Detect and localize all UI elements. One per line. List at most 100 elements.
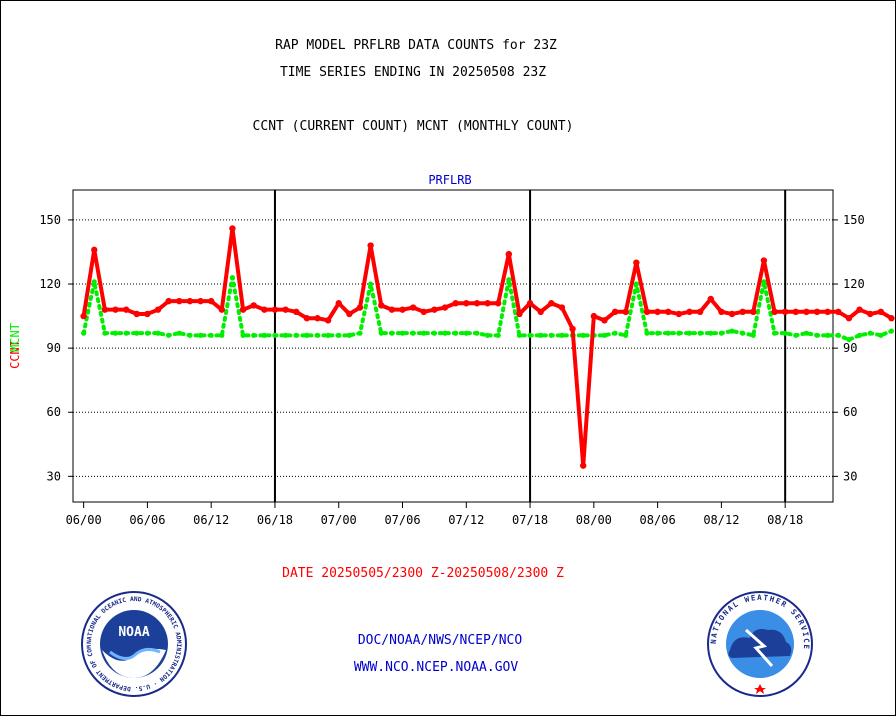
data-point-ccnt xyxy=(101,306,109,313)
data-point-ccnt xyxy=(750,308,757,316)
data-point-ccnt xyxy=(537,308,544,316)
data-point-mcnt xyxy=(516,332,523,338)
y-tick-label-right: 90 xyxy=(843,341,857,355)
data-point-mcnt xyxy=(304,332,310,338)
data-point-ccnt xyxy=(346,310,353,318)
noaa-logo-text: NOAA xyxy=(118,625,149,640)
website-link[interactable]: WWW.NCO.NCEP.NOAA.GOV xyxy=(353,660,519,675)
data-point-ccnt xyxy=(80,312,87,320)
data-point-ccnt xyxy=(643,308,651,316)
x-tick-label: 06/18 xyxy=(257,513,293,527)
data-point-mcnt xyxy=(314,332,321,338)
data-point-mcnt xyxy=(219,332,225,338)
data-point-ccnt xyxy=(303,315,311,322)
data-point-mcnt xyxy=(538,332,544,338)
data-point-mcnt xyxy=(867,330,873,336)
data-point-mcnt xyxy=(357,330,363,336)
data-point-mcnt xyxy=(421,330,427,336)
data-point-ccnt xyxy=(250,302,257,309)
data-point-ccnt xyxy=(718,308,725,316)
data-point-mcnt xyxy=(740,330,746,336)
data-point-mcnt xyxy=(825,332,831,338)
y-axis-label-ccnt: CCNT xyxy=(8,340,22,369)
data-point-ccnt xyxy=(665,308,672,316)
data-point-mcnt xyxy=(846,336,852,343)
data-point-ccnt xyxy=(633,259,640,266)
data-point-ccnt xyxy=(420,308,427,316)
data-point-mcnt xyxy=(442,330,448,336)
x-tick-label: 07/18 xyxy=(512,513,548,527)
data-point-mcnt xyxy=(144,330,151,336)
data-point-mcnt xyxy=(102,330,108,336)
x-tick-label: 08/12 xyxy=(703,513,739,527)
data-point-ccnt xyxy=(569,325,576,333)
x-tick-label: 07/06 xyxy=(384,513,420,527)
data-point-ccnt xyxy=(835,308,842,316)
y-tick-label-left: 150 xyxy=(39,213,61,227)
data-point-mcnt xyxy=(527,332,533,338)
data-point-ccnt xyxy=(378,302,385,309)
y-axis-label-mcnt: MCNT xyxy=(8,323,22,352)
data-point-mcnt xyxy=(708,330,714,336)
data-point-ccnt xyxy=(845,315,853,322)
data-point-mcnt xyxy=(835,332,841,338)
x-tick-label: 08/00 xyxy=(576,513,612,527)
data-point-ccnt xyxy=(144,310,151,318)
data-point-ccnt xyxy=(441,304,449,311)
data-point-mcnt xyxy=(782,330,788,336)
x-tick-label: 07/12 xyxy=(448,513,484,527)
data-point-ccnt xyxy=(558,304,566,311)
data-point-ccnt xyxy=(112,306,119,313)
data-point-ccnt xyxy=(314,315,321,322)
data-point-mcnt xyxy=(793,332,799,338)
date-range: DATE 20250505/2300 Z-20250508/2300 Z xyxy=(282,566,564,581)
doc-link[interactable]: DOC/NOAA/NWS/NCEP/NCO xyxy=(357,633,523,648)
y-tick-label-right: 60 xyxy=(843,405,857,419)
data-point-ccnt xyxy=(760,257,768,264)
data-point-mcnt xyxy=(336,332,342,338)
data-point-mcnt xyxy=(463,330,469,336)
data-point-mcnt xyxy=(368,281,374,287)
nws-logo: NATIONAL WEATHER SERVICE xyxy=(707,591,813,697)
data-point-ccnt xyxy=(580,462,587,469)
noaa-logo: NATIONAL OCEANIC AND ATMOSPHERIC ADMINIS… xyxy=(80,590,187,697)
data-point-mcnt xyxy=(272,332,278,338)
data-point-mcnt xyxy=(229,275,236,281)
data-point-mcnt xyxy=(686,330,693,336)
data-point-mcnt xyxy=(389,330,395,336)
data-point-ccnt xyxy=(813,308,821,316)
data-point-mcnt xyxy=(378,330,384,336)
data-point-mcnt xyxy=(814,332,820,338)
data-point-mcnt xyxy=(208,332,214,338)
chart-subtitle: CCNT (CURRENT COUNT) MCNT (MONTHLY COUNT… xyxy=(252,119,574,134)
y-tick-label-left: 30 xyxy=(47,469,61,483)
y-tick-label-left: 60 xyxy=(47,405,61,419)
y-tick-label-left: 90 xyxy=(47,341,61,355)
data-point-ccnt xyxy=(867,310,874,318)
data-point-mcnt xyxy=(325,332,331,338)
data-point-ccnt xyxy=(293,308,300,316)
data-point-mcnt xyxy=(474,330,480,336)
data-point-ccnt xyxy=(165,297,172,305)
data-point-mcnt xyxy=(697,330,703,336)
title-line-2: TIME SERIES ENDING IN 20250508 23Z xyxy=(279,65,547,80)
data-point-ccnt xyxy=(409,304,417,311)
data-point-mcnt xyxy=(665,330,671,336)
y-tick-label-right: 150 xyxy=(843,213,865,227)
data-point-mcnt xyxy=(878,332,884,338)
y-tick-label-right: 120 xyxy=(843,277,865,291)
plot-border xyxy=(72,189,834,503)
data-point-ccnt xyxy=(324,317,332,324)
data-point-mcnt xyxy=(612,330,618,336)
panel-title: PRFLRB xyxy=(428,173,471,187)
data-point-mcnt xyxy=(282,332,289,338)
data-point-mcnt xyxy=(187,332,193,338)
x-tick-label: 06/00 xyxy=(66,513,102,527)
data-point-mcnt xyxy=(484,332,491,338)
data-point-ccnt xyxy=(803,308,810,316)
data-point-ccnt xyxy=(590,312,598,320)
data-point-ccnt xyxy=(473,300,481,307)
x-tick-label: 06/06 xyxy=(129,513,165,527)
data-point-mcnt xyxy=(633,281,639,287)
